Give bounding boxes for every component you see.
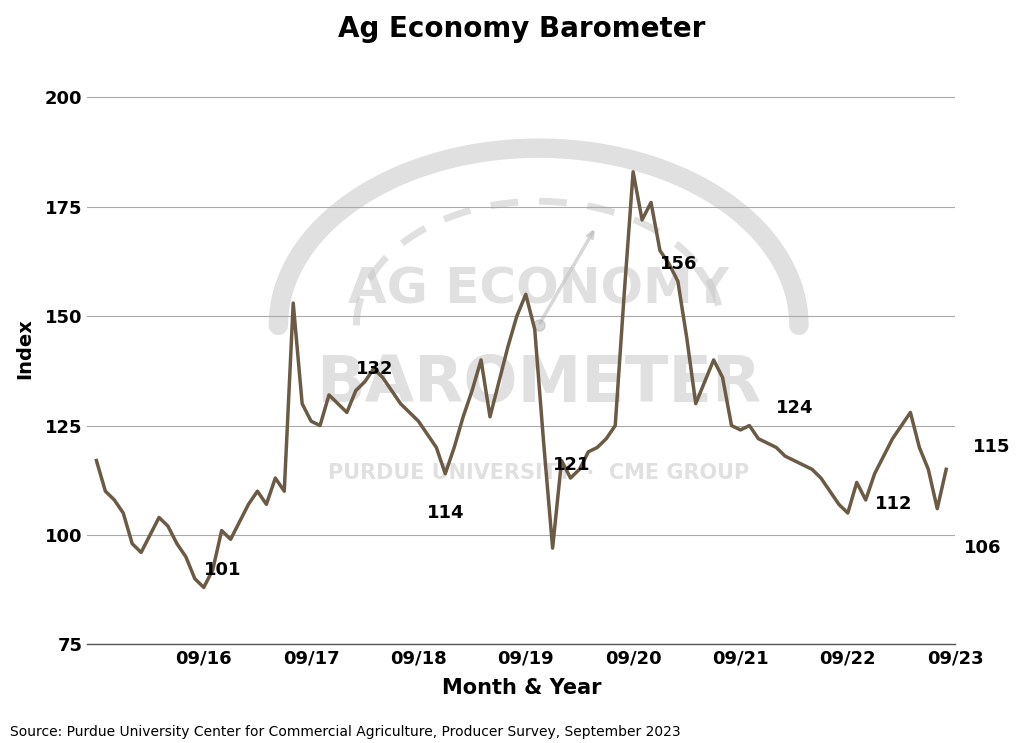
Text: 112: 112	[874, 496, 912, 513]
Text: 115: 115	[973, 438, 1011, 456]
Title: Ag Economy Barometer: Ag Economy Barometer	[338, 15, 705, 43]
Y-axis label: Index: Index	[15, 319, 34, 380]
Text: 124: 124	[776, 399, 814, 417]
X-axis label: Month & Year: Month & Year	[441, 678, 601, 698]
Text: AG ECONOMY: AG ECONOMY	[348, 266, 729, 314]
Text: 114: 114	[427, 504, 464, 522]
Text: BAROMETER: BAROMETER	[316, 354, 761, 415]
Text: 106: 106	[964, 539, 1001, 557]
Text: PURDUE UNIVERSITY  ·  CME GROUP: PURDUE UNIVERSITY · CME GROUP	[328, 463, 750, 483]
Text: 132: 132	[355, 360, 393, 377]
Text: Source: Purdue University Center for Commercial Agriculture, Producer Survey, Se: Source: Purdue University Center for Com…	[10, 725, 681, 739]
Text: 101: 101	[204, 561, 242, 579]
Text: 156: 156	[659, 255, 697, 273]
Text: 121: 121	[553, 456, 590, 474]
